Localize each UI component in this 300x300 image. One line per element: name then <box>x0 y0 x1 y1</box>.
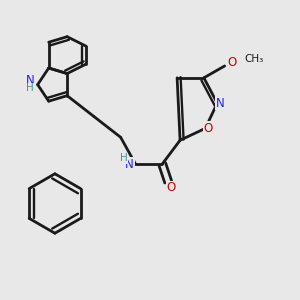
Text: O: O <box>204 122 213 135</box>
Text: O: O <box>227 56 237 70</box>
Text: N: N <box>216 97 225 110</box>
Text: CH₃: CH₃ <box>244 53 263 64</box>
Text: O: O <box>167 181 176 194</box>
Text: H: H <box>120 153 128 163</box>
Text: H: H <box>26 83 34 94</box>
Text: N: N <box>26 74 34 87</box>
Text: N: N <box>125 158 134 170</box>
